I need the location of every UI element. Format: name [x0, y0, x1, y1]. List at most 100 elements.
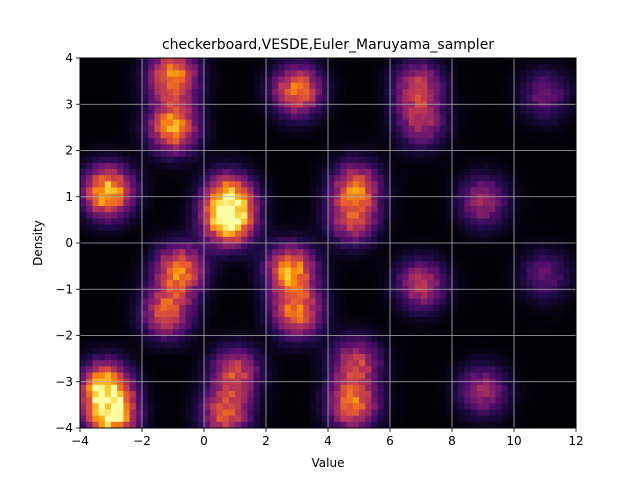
heatmap-cell: [551, 212, 558, 219]
heatmap-cell: [241, 58, 248, 65]
heatmap-cell: [483, 249, 490, 256]
heatmap-cell: [235, 212, 242, 219]
heatmap-cell: [526, 317, 533, 324]
heatmap-cell: [284, 403, 292, 410]
heatmap-cell: [309, 360, 316, 367]
heatmap-cell: [204, 150, 211, 158]
heatmap-cell: [563, 421, 571, 429]
heatmap-cell: [538, 384, 546, 392]
heatmap-cell: [98, 156, 106, 164]
heatmap-cell: [352, 391, 360, 398]
heatmap-cell: [507, 403, 515, 410]
heatmap-cell: [241, 249, 248, 256]
heatmap-cell: [470, 292, 478, 299]
heatmap-cell: [402, 64, 409, 71]
heatmap-cell: [359, 150, 366, 158]
heatmap-cell: [458, 372, 465, 380]
heatmap-cell: [123, 347, 130, 355]
heatmap-cell: [197, 88, 205, 96]
heatmap-cell: [408, 224, 416, 232]
heatmap-cell: [80, 162, 87, 170]
heatmap-cell: [278, 206, 285, 213]
heatmap-cell: [315, 150, 323, 158]
heatmap-cell: [216, 292, 223, 299]
heatmap-cell: [383, 347, 391, 355]
heatmap-cell: [272, 212, 279, 219]
heatmap-cell: [92, 88, 99, 96]
heatmap-cell: [377, 107, 385, 114]
heatmap-cell: [123, 292, 130, 299]
heatmap-cell: [80, 409, 87, 417]
heatmap-cell: [210, 76, 217, 84]
heatmap-cell: [321, 150, 329, 158]
heatmap-cell: [458, 58, 465, 65]
heatmap-cell: [476, 267, 484, 275]
heatmap-cell: [222, 255, 230, 262]
heatmap-cell: [427, 70, 434, 77]
heatmap-cell: [266, 255, 273, 262]
heatmap-cell: [179, 181, 186, 188]
heatmap-cell: [557, 267, 564, 275]
heatmap-cell: [235, 323, 242, 330]
heatmap-cell: [501, 119, 509, 127]
heatmap-cell: [476, 132, 484, 139]
heatmap-cell: [427, 310, 434, 318]
heatmap-cell: [408, 150, 416, 158]
heatmap-cell: [439, 261, 447, 269]
heatmap-cell: [111, 113, 118, 121]
heatmap-cell: [383, 82, 391, 90]
heatmap-cell: [297, 267, 304, 275]
heatmap-cell: [86, 76, 93, 84]
heatmap-cell: [210, 310, 217, 318]
heatmap-cell: [563, 347, 571, 355]
heatmap-cell: [352, 267, 360, 275]
heatmap-cell: [259, 125, 267, 133]
heatmap-cell: [247, 409, 254, 417]
heatmap-cell: [433, 354, 440, 361]
heatmap-cell: [414, 292, 422, 299]
heatmap-cell: [241, 113, 248, 121]
heatmap-cell: [111, 138, 118, 145]
heatmap-cell: [557, 304, 564, 312]
heatmap-cell: [538, 88, 546, 96]
heatmap-cell: [290, 261, 298, 269]
heatmap-cell: [197, 267, 205, 275]
heatmap-cell: [427, 249, 434, 256]
heatmap-cell: [321, 113, 329, 121]
heatmap-cell: [86, 206, 93, 213]
heatmap-cell: [166, 249, 174, 256]
heatmap-cell: [272, 70, 279, 77]
heatmap-cell: [383, 64, 391, 71]
heatmap-cell: [545, 421, 552, 429]
heatmap-cell: [154, 119, 161, 127]
heatmap-cell: [173, 119, 180, 127]
heatmap-cell: [117, 421, 124, 429]
heatmap-cell: [98, 397, 106, 404]
heatmap-cell: [247, 298, 254, 306]
heatmap-cell: [377, 310, 385, 318]
heatmap-cell: [123, 391, 130, 398]
heatmap-cell: [427, 409, 434, 417]
heatmap-cell: [408, 82, 416, 90]
heatmap-cell: [197, 403, 205, 410]
heatmap-cell: [383, 304, 391, 312]
heatmap-cell: [489, 261, 496, 269]
heatmap-cell: [445, 397, 453, 404]
heatmap-cell: [501, 329, 509, 336]
heatmap-cell: [501, 138, 509, 145]
heatmap-cell: [123, 329, 130, 336]
heatmap-cell: [272, 181, 279, 188]
heatmap-cell: [253, 249, 261, 256]
heatmap-cell: [259, 230, 267, 238]
heatmap-cell: [371, 181, 378, 188]
heatmap-cell: [86, 372, 93, 380]
heatmap-cell: [104, 76, 112, 84]
heatmap-cell: [266, 230, 273, 238]
heatmap-cell: [569, 119, 577, 127]
heatmap-cell: [495, 317, 502, 324]
heatmap-cell: [365, 199, 372, 207]
heatmap-cell: [142, 421, 149, 429]
heatmap-cell: [303, 347, 310, 355]
heatmap-cell: [297, 187, 304, 195]
heatmap-cell: [340, 150, 347, 158]
